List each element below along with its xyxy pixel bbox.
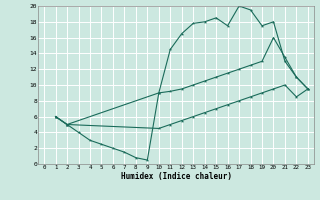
X-axis label: Humidex (Indice chaleur): Humidex (Indice chaleur) (121, 172, 231, 181)
